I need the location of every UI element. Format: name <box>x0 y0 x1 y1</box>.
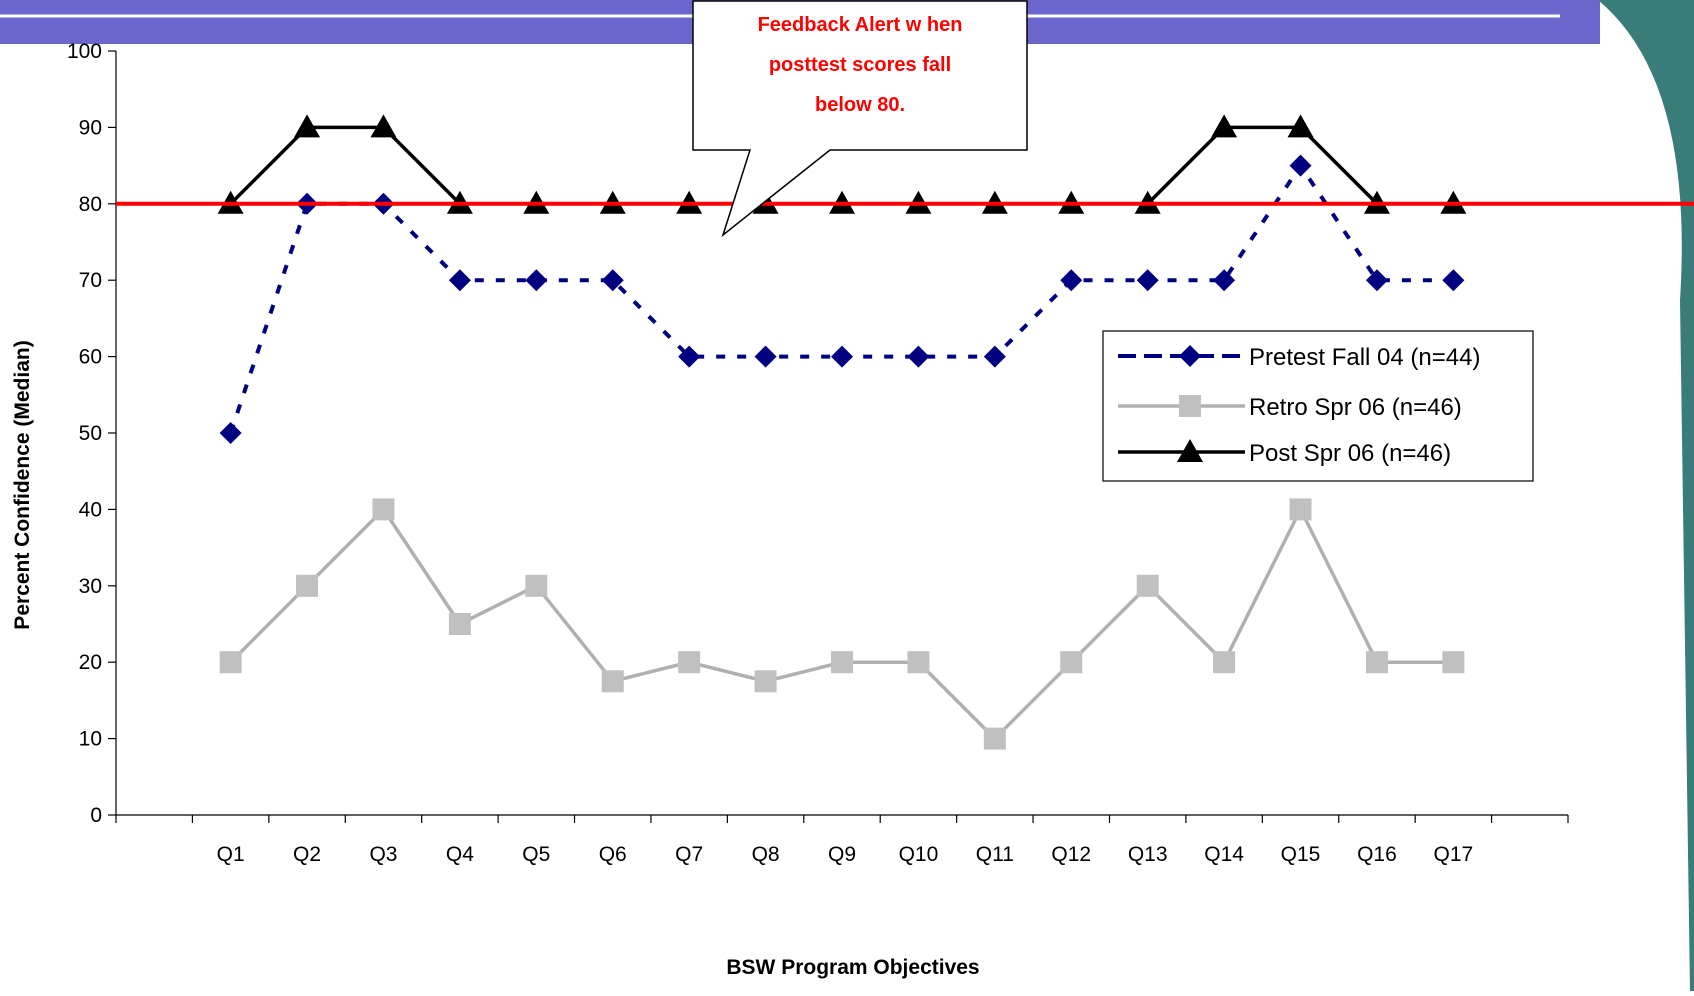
y-axis-title: Percent Confidence (Median) <box>11 340 34 629</box>
legend-label: Retro Spr 06 (n=46) <box>1249 394 1462 421</box>
feedback-alert-callout: Feedback Alert w hen posttest scores fal… <box>692 0 1028 238</box>
y-tick-label: 10 <box>79 728 102 751</box>
x-tick-label: Q1 <box>217 843 245 866</box>
data-point-q12 <box>1060 651 1083 674</box>
x-tick-label: Q10 <box>899 843 939 866</box>
y-tick-label: 60 <box>79 346 102 369</box>
legend-swatch-marker <box>1179 345 1201 367</box>
x-tick-label: Q14 <box>1204 843 1244 866</box>
legend-label: Pretest Fall 04 (n=44) <box>1249 344 1480 371</box>
callout-line-1: Feedback Alert w hen <box>758 14 963 36</box>
y-tick-label: 80 <box>79 193 102 216</box>
data-point-q14 <box>1211 114 1238 138</box>
data-point-q9 <box>831 345 853 368</box>
callout-shape <box>692 0 1028 238</box>
series-line <box>229 507 1454 741</box>
legend-items: Pretest Fall 04 (n=44) Retro Spr 06 (n=46… <box>1118 344 1480 467</box>
x-tick-label: Q17 <box>1434 843 1474 866</box>
x-ticks: Q1 Q2 Q3 Q4 Q5 Q6 Q7 Q8 Q9 Q10 Q11 Q12 Q13 Q14 Q15 Q16 Q… <box>115 815 1569 866</box>
y-tick-label: 0 <box>90 804 102 827</box>
data-point-q16 <box>1365 651 1388 674</box>
x-tick-label: Q3 <box>369 843 397 866</box>
legend-swatch-marker <box>1177 439 1203 462</box>
x-tick-label: Q13 <box>1128 843 1168 866</box>
data-point-q4 <box>448 613 471 635</box>
data-point-q14 <box>1213 651 1236 674</box>
data-point-q15 <box>1289 498 1312 521</box>
x-axis-title: BSW Program Objectives <box>726 956 979 979</box>
data-point-q8 <box>754 670 777 693</box>
data-point-q6 <box>601 670 624 693</box>
data-point-q17 <box>1442 651 1465 674</box>
series-square <box>219 498 1465 750</box>
data-point-q14 <box>1213 269 1236 292</box>
x-tick-label: Q4 <box>446 843 474 866</box>
legend-label: Post Spr 06 (n=46) <box>1249 440 1451 467</box>
legend: Pretest Fall 04 (n=44) Retro Spr 06 (n=46… <box>1102 330 1534 482</box>
data-point-q8 <box>754 345 777 368</box>
x-tick-label: Q12 <box>1051 843 1091 866</box>
callout-line-2: posttest scores fall <box>769 54 951 76</box>
y-tick-label: 70 <box>79 269 102 292</box>
data-point-q2 <box>296 574 319 597</box>
data-point-q1 <box>219 651 242 674</box>
callout-line-3: below 80. <box>815 94 905 116</box>
x-tick-label: Q2 <box>293 843 321 866</box>
data-point-q6 <box>601 269 624 292</box>
data-point-q3 <box>372 498 395 521</box>
data-point-q9 <box>831 651 853 674</box>
data-point-q11 <box>983 727 1006 750</box>
x-tick-label: Q16 <box>1357 843 1397 866</box>
legend-swatch-marker <box>1179 395 1201 417</box>
x-tick-label: Q8 <box>752 843 780 866</box>
data-point-q10 <box>907 651 930 674</box>
x-tick-label: Q6 <box>599 843 627 866</box>
x-tick-label: Q15 <box>1281 843 1321 866</box>
y-tick-label: 40 <box>79 498 102 521</box>
data-point-q13 <box>1136 269 1159 292</box>
series-diamond <box>219 154 1465 444</box>
data-point-q2 <box>294 114 321 138</box>
data-point-q13 <box>1136 574 1159 597</box>
data-point-q15 <box>1287 114 1314 138</box>
x-tick-label: Q9 <box>828 843 856 866</box>
data-point-q5 <box>525 574 548 597</box>
data-point-q17 <box>1442 269 1465 292</box>
y-tick-label: 100 <box>67 40 102 63</box>
y-ticks: 0 10 20 30 40 50 60 70 80 90 100 <box>67 40 116 827</box>
y-tick-label: 90 <box>79 116 102 139</box>
data-point-q12 <box>1060 269 1083 292</box>
data-point-q11 <box>983 345 1006 368</box>
x-tick-label: Q5 <box>522 843 550 866</box>
data-point-q3 <box>370 114 397 138</box>
data-point-q7 <box>678 345 701 368</box>
data-point-q16 <box>1365 269 1388 292</box>
y-tick-label: 20 <box>79 651 102 674</box>
data-point-q5 <box>525 269 548 292</box>
x-tick-label: Q7 <box>675 843 703 866</box>
data-point-q7 <box>678 651 701 674</box>
data-point-q1 <box>219 422 242 444</box>
data-point-q15 <box>1289 154 1312 177</box>
x-tick-label: Q11 <box>976 843 1014 866</box>
data-point-q4 <box>448 269 471 292</box>
frame-arc <box>1598 0 1694 991</box>
data-point-q10 <box>907 345 930 368</box>
y-tick-label: 30 <box>79 575 102 598</box>
y-tick-label: 50 <box>79 422 102 445</box>
